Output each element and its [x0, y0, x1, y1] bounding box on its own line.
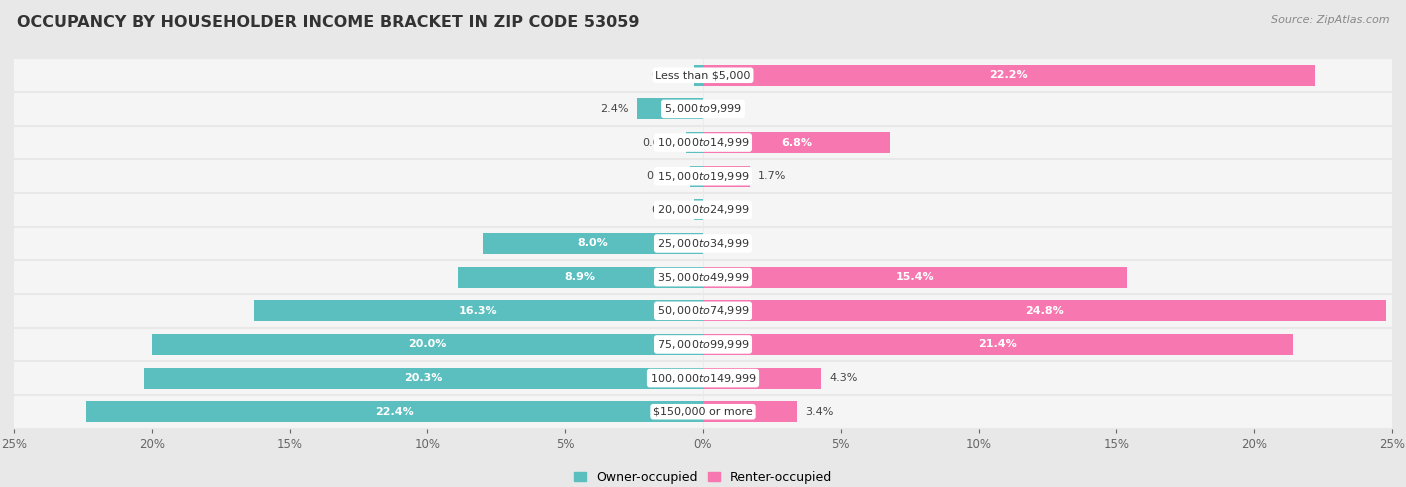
Text: $100,000 to $149,999: $100,000 to $149,999: [650, 372, 756, 385]
Text: 0.31%: 0.31%: [651, 205, 686, 215]
Text: 22.4%: 22.4%: [375, 407, 413, 417]
Bar: [14, 294, 1392, 328]
Bar: [14, 126, 1392, 159]
Bar: [695, 199, 703, 220]
Text: Less than $5,000: Less than $5,000: [655, 70, 751, 80]
Text: 15.4%: 15.4%: [896, 272, 935, 282]
Text: $75,000 to $99,999: $75,000 to $99,999: [657, 338, 749, 351]
Bar: [703, 267, 1128, 288]
Bar: [14, 361, 1392, 395]
Text: 0.0%: 0.0%: [711, 205, 740, 215]
Bar: [482, 233, 703, 254]
Text: Source: ZipAtlas.com: Source: ZipAtlas.com: [1271, 15, 1389, 25]
Bar: [254, 300, 703, 321]
Bar: [152, 334, 703, 355]
Bar: [690, 166, 703, 187]
Text: 4.3%: 4.3%: [830, 373, 858, 383]
Text: $15,000 to $19,999: $15,000 to $19,999: [657, 169, 749, 183]
Text: OCCUPANCY BY HOUSEHOLDER INCOME BRACKET IN ZIP CODE 53059: OCCUPANCY BY HOUSEHOLDER INCOME BRACKET …: [17, 15, 640, 30]
Bar: [14, 193, 1392, 226]
Bar: [695, 65, 703, 86]
Text: 8.0%: 8.0%: [578, 239, 609, 248]
Text: 0.31%: 0.31%: [651, 70, 686, 80]
Text: 16.3%: 16.3%: [460, 306, 498, 316]
Text: 8.9%: 8.9%: [565, 272, 596, 282]
Bar: [703, 300, 1386, 321]
Bar: [14, 261, 1392, 294]
Text: 0.0%: 0.0%: [711, 104, 740, 114]
Text: 0.0%: 0.0%: [711, 239, 740, 248]
Bar: [458, 267, 703, 288]
Text: 21.4%: 21.4%: [979, 339, 1018, 350]
Bar: [703, 132, 890, 153]
Text: $150,000 or more: $150,000 or more: [654, 407, 752, 417]
Text: 1.7%: 1.7%: [758, 171, 786, 181]
Text: 22.2%: 22.2%: [990, 70, 1028, 80]
Text: 24.8%: 24.8%: [1025, 306, 1064, 316]
Text: 6.8%: 6.8%: [782, 137, 813, 148]
Bar: [143, 368, 703, 389]
Bar: [14, 395, 1392, 429]
Bar: [703, 334, 1292, 355]
Text: $10,000 to $14,999: $10,000 to $14,999: [657, 136, 749, 149]
Bar: [14, 328, 1392, 361]
Text: 20.0%: 20.0%: [408, 339, 447, 350]
Bar: [637, 98, 703, 119]
Text: 2.4%: 2.4%: [600, 104, 628, 114]
Legend: Owner-occupied, Renter-occupied: Owner-occupied, Renter-occupied: [568, 466, 838, 487]
Bar: [14, 226, 1392, 261]
Text: $5,000 to $9,999: $5,000 to $9,999: [664, 102, 742, 115]
Text: $50,000 to $74,999: $50,000 to $74,999: [657, 304, 749, 318]
Text: $25,000 to $34,999: $25,000 to $34,999: [657, 237, 749, 250]
Text: 20.3%: 20.3%: [404, 373, 443, 383]
Bar: [14, 58, 1392, 92]
Bar: [703, 65, 1315, 86]
Bar: [14, 159, 1392, 193]
Bar: [686, 132, 703, 153]
Bar: [14, 92, 1392, 126]
Text: 0.47%: 0.47%: [647, 171, 682, 181]
Bar: [703, 368, 821, 389]
Text: $35,000 to $49,999: $35,000 to $49,999: [657, 271, 749, 283]
Text: 0.63%: 0.63%: [643, 137, 678, 148]
Text: 3.4%: 3.4%: [806, 407, 834, 417]
Bar: [703, 401, 797, 422]
Bar: [703, 166, 749, 187]
Text: $20,000 to $24,999: $20,000 to $24,999: [657, 204, 749, 216]
Bar: [86, 401, 703, 422]
